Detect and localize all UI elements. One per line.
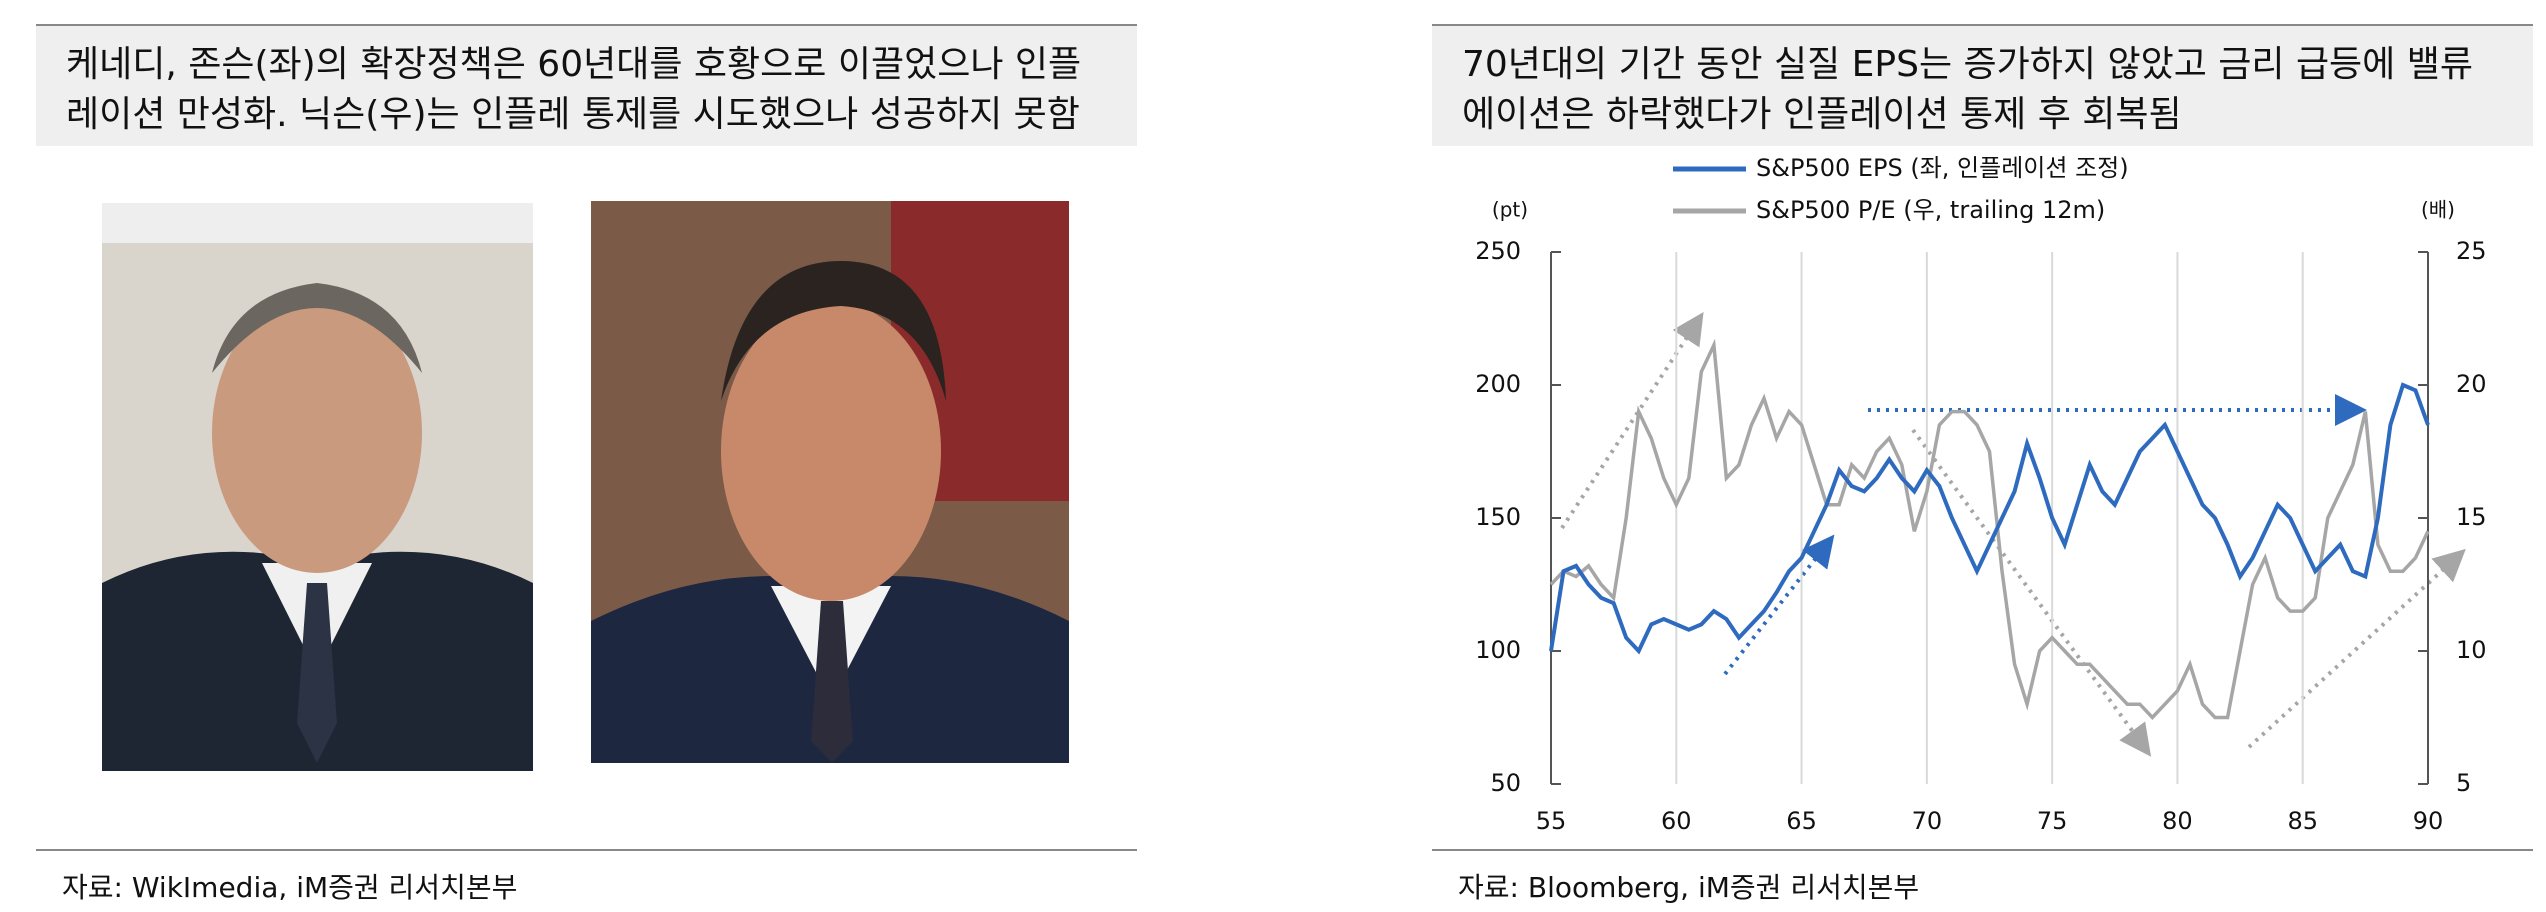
y2-tick-label: 20 bbox=[2456, 370, 2487, 398]
rule bbox=[36, 849, 1137, 851]
y2-tick-label: 15 bbox=[2456, 503, 2487, 531]
legend-label: S&P500 P/E (우, trailing 12m) bbox=[1756, 196, 2105, 224]
y-tick-label: 250 bbox=[1475, 237, 1521, 265]
y2-tick-label: 5 bbox=[2456, 769, 2471, 797]
x-tick-label: 80 bbox=[2162, 807, 2193, 835]
x-tick-label: 60 bbox=[1661, 807, 1692, 835]
x-tick-label: 70 bbox=[1912, 807, 1943, 835]
source: 자료: WikImedia, iM증권 리서치본부 bbox=[62, 871, 518, 904]
y2-tick-label: 10 bbox=[2456, 636, 2487, 664]
rule bbox=[1432, 849, 2533, 851]
chart: 55 60 65 70 75 80 85 9050100150200250510152025(… bbox=[1475, 154, 2487, 835]
photo-nixon bbox=[591, 201, 1069, 763]
source: 자료: Bloomberg, iM증권 리서치본부 bbox=[1458, 871, 1920, 904]
x-tick-label: 85 bbox=[2287, 807, 2318, 835]
y2-tick-label: 25 bbox=[2456, 237, 2487, 265]
annotation-arrows bbox=[1560, 311, 2466, 757]
y-unit: (pt) bbox=[1492, 198, 1528, 222]
title-line: 에이션은 하락했다가 인플레이션 통제 후 회복됨 bbox=[1462, 94, 2182, 135]
y-tick-label: 150 bbox=[1475, 503, 1521, 531]
title-line: 케네디, 존슨(좌)의 확장정책은 60년대를 호황으로 이끌었으나 인플 bbox=[66, 44, 1082, 85]
y-tick-label: 200 bbox=[1475, 370, 1521, 398]
line-series bbox=[1549, 382, 2430, 655]
right-header: 70년대의 기간 동안 실질 EPS는 증가하지 않았고 금리 급등에 밸류 에… bbox=[1432, 24, 2533, 146]
x-tick-label: 65 bbox=[1786, 807, 1817, 835]
y-tick-label: 100 bbox=[1475, 636, 1521, 664]
x-tick-label: 55 bbox=[1536, 807, 1567, 835]
title-line: 70년대의 기간 동안 실질 EPS는 증가하지 않았고 금리 급등에 밸류 bbox=[1462, 44, 2473, 85]
left-header: 케네디, 존슨(좌)의 확장정책은 60년대를 호황으로 이끌었으나 인플 레이… bbox=[36, 24, 1137, 146]
x-tick-label: 90 bbox=[2413, 807, 2444, 835]
line-series bbox=[1549, 338, 2430, 721]
photo-johnson bbox=[102, 203, 533, 771]
legend-label: S&P500 EPS (좌, 인플레이션 조정) bbox=[1756, 154, 2129, 182]
x-tick-label: 75 bbox=[2037, 807, 2068, 835]
y2-unit: (배) bbox=[2421, 198, 2455, 222]
y-tick-label: 50 bbox=[1490, 769, 1521, 797]
title-line: 레이션 만성화. 닉슨(우)는 인플레 통제를 시도했으나 성공하지 못함 bbox=[66, 94, 1080, 135]
